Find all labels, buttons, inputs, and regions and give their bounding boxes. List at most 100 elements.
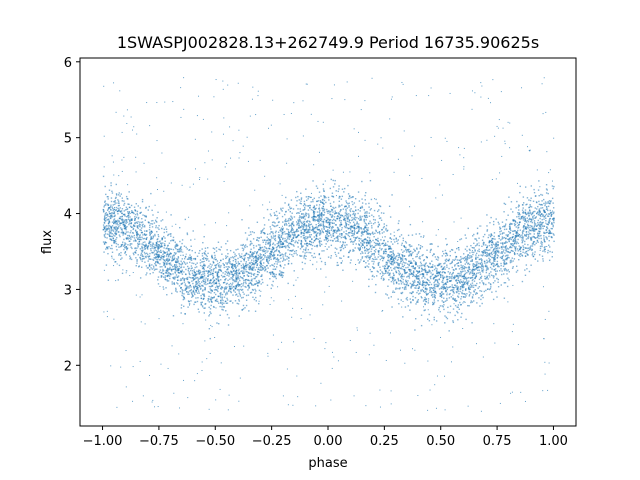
data-point: [382, 257, 385, 260]
data-point: [285, 220, 288, 223]
data-point: [354, 206, 357, 208]
data-point: [235, 275, 237, 277]
data-point: [130, 204, 133, 207]
data-point: [270, 237, 273, 239]
data-point: [336, 237, 339, 239]
data-point: [456, 259, 459, 261]
data-point: [331, 195, 333, 197]
data-point: [152, 237, 154, 240]
data-point: [494, 269, 496, 271]
data-point: [136, 233, 138, 235]
data-point: [511, 267, 514, 269]
data-point: [409, 268, 411, 271]
data-point: [104, 233, 107, 235]
data-point: [395, 288, 397, 290]
data-point: [350, 240, 353, 242]
data-point: [122, 241, 124, 243]
data-point: [311, 244, 314, 247]
data-point: [356, 225, 358, 228]
data-point: [552, 187, 554, 190]
data-point: [381, 243, 383, 245]
data-point: [405, 262, 407, 264]
data-point: [202, 260, 204, 263]
data-point: [381, 259, 384, 262]
data-point: [321, 214, 324, 216]
data-point: [541, 207, 544, 209]
data-point: [473, 242, 475, 245]
data-point: [350, 232, 353, 234]
data-point: [153, 250, 155, 252]
data-point: [472, 278, 474, 281]
data-point: [546, 215, 549, 217]
data-point: [183, 277, 186, 280]
data-point: [354, 224, 356, 226]
data-point: [181, 262, 183, 264]
data-point: [339, 257, 341, 259]
data-point: [416, 283, 419, 286]
data-point: [269, 245, 271, 247]
data-point: [207, 274, 210, 276]
data-point: [414, 249, 416, 252]
data-point: [208, 265, 210, 267]
data-point: [419, 281, 421, 283]
data-point: [532, 210, 535, 213]
data-point: [517, 235, 519, 237]
data-point: [263, 268, 265, 270]
data-point: [467, 270, 469, 272]
data-point: [135, 216, 138, 218]
data-point: [511, 223, 513, 225]
data-point: [509, 223, 511, 226]
data-point: [312, 219, 314, 221]
data-point: [536, 201, 538, 204]
data-point: [273, 273, 276, 275]
data-point: [205, 283, 207, 286]
data-point: [319, 218, 321, 220]
data-point: [201, 252, 204, 255]
data-point: [232, 279, 234, 282]
data-point: [303, 216, 306, 218]
data-point: [300, 239, 303, 242]
data-point: [338, 213, 340, 215]
data-point: [141, 200, 144, 203]
data-point: [285, 240, 287, 242]
data-point: [164, 259, 166, 261]
data-point: [354, 239, 356, 241]
data-point: [546, 189, 548, 191]
data-point: [313, 230, 316, 233]
data-point: [390, 260, 392, 263]
data-point: [324, 263, 327, 266]
data-point: [260, 246, 262, 249]
data-point: [322, 226, 325, 228]
data-point: [515, 231, 518, 233]
data-point: [316, 219, 319, 222]
data-point: [333, 207, 335, 210]
data-point: [389, 233, 392, 235]
data-point: [128, 240, 130, 242]
data-point: [452, 290, 454, 293]
data-point: [266, 284, 269, 286]
data-point: [475, 272, 478, 275]
data-point: [281, 232, 283, 234]
data-point: [482, 243, 484, 245]
data-point: [545, 217, 547, 220]
data-point: [238, 315, 240, 317]
data-point: [113, 212, 115, 215]
data-point: [385, 248, 387, 250]
data-point: [437, 259, 439, 261]
data-point: [436, 280, 439, 282]
data-point: [532, 200, 535, 202]
data-point: [309, 228, 311, 231]
data-point: [514, 247, 516, 249]
data-point: [157, 279, 159, 281]
data-point: [188, 287, 190, 289]
data-point: [471, 296, 474, 298]
data-point: [307, 248, 310, 251]
data-point: [451, 277, 453, 280]
data-point: [102, 211, 105, 213]
data-point: [446, 264, 448, 266]
data-point: [172, 236, 175, 239]
data-point: [522, 212, 525, 214]
data-point: [319, 201, 322, 203]
data-point: [197, 297, 199, 299]
data-point: [166, 253, 168, 256]
